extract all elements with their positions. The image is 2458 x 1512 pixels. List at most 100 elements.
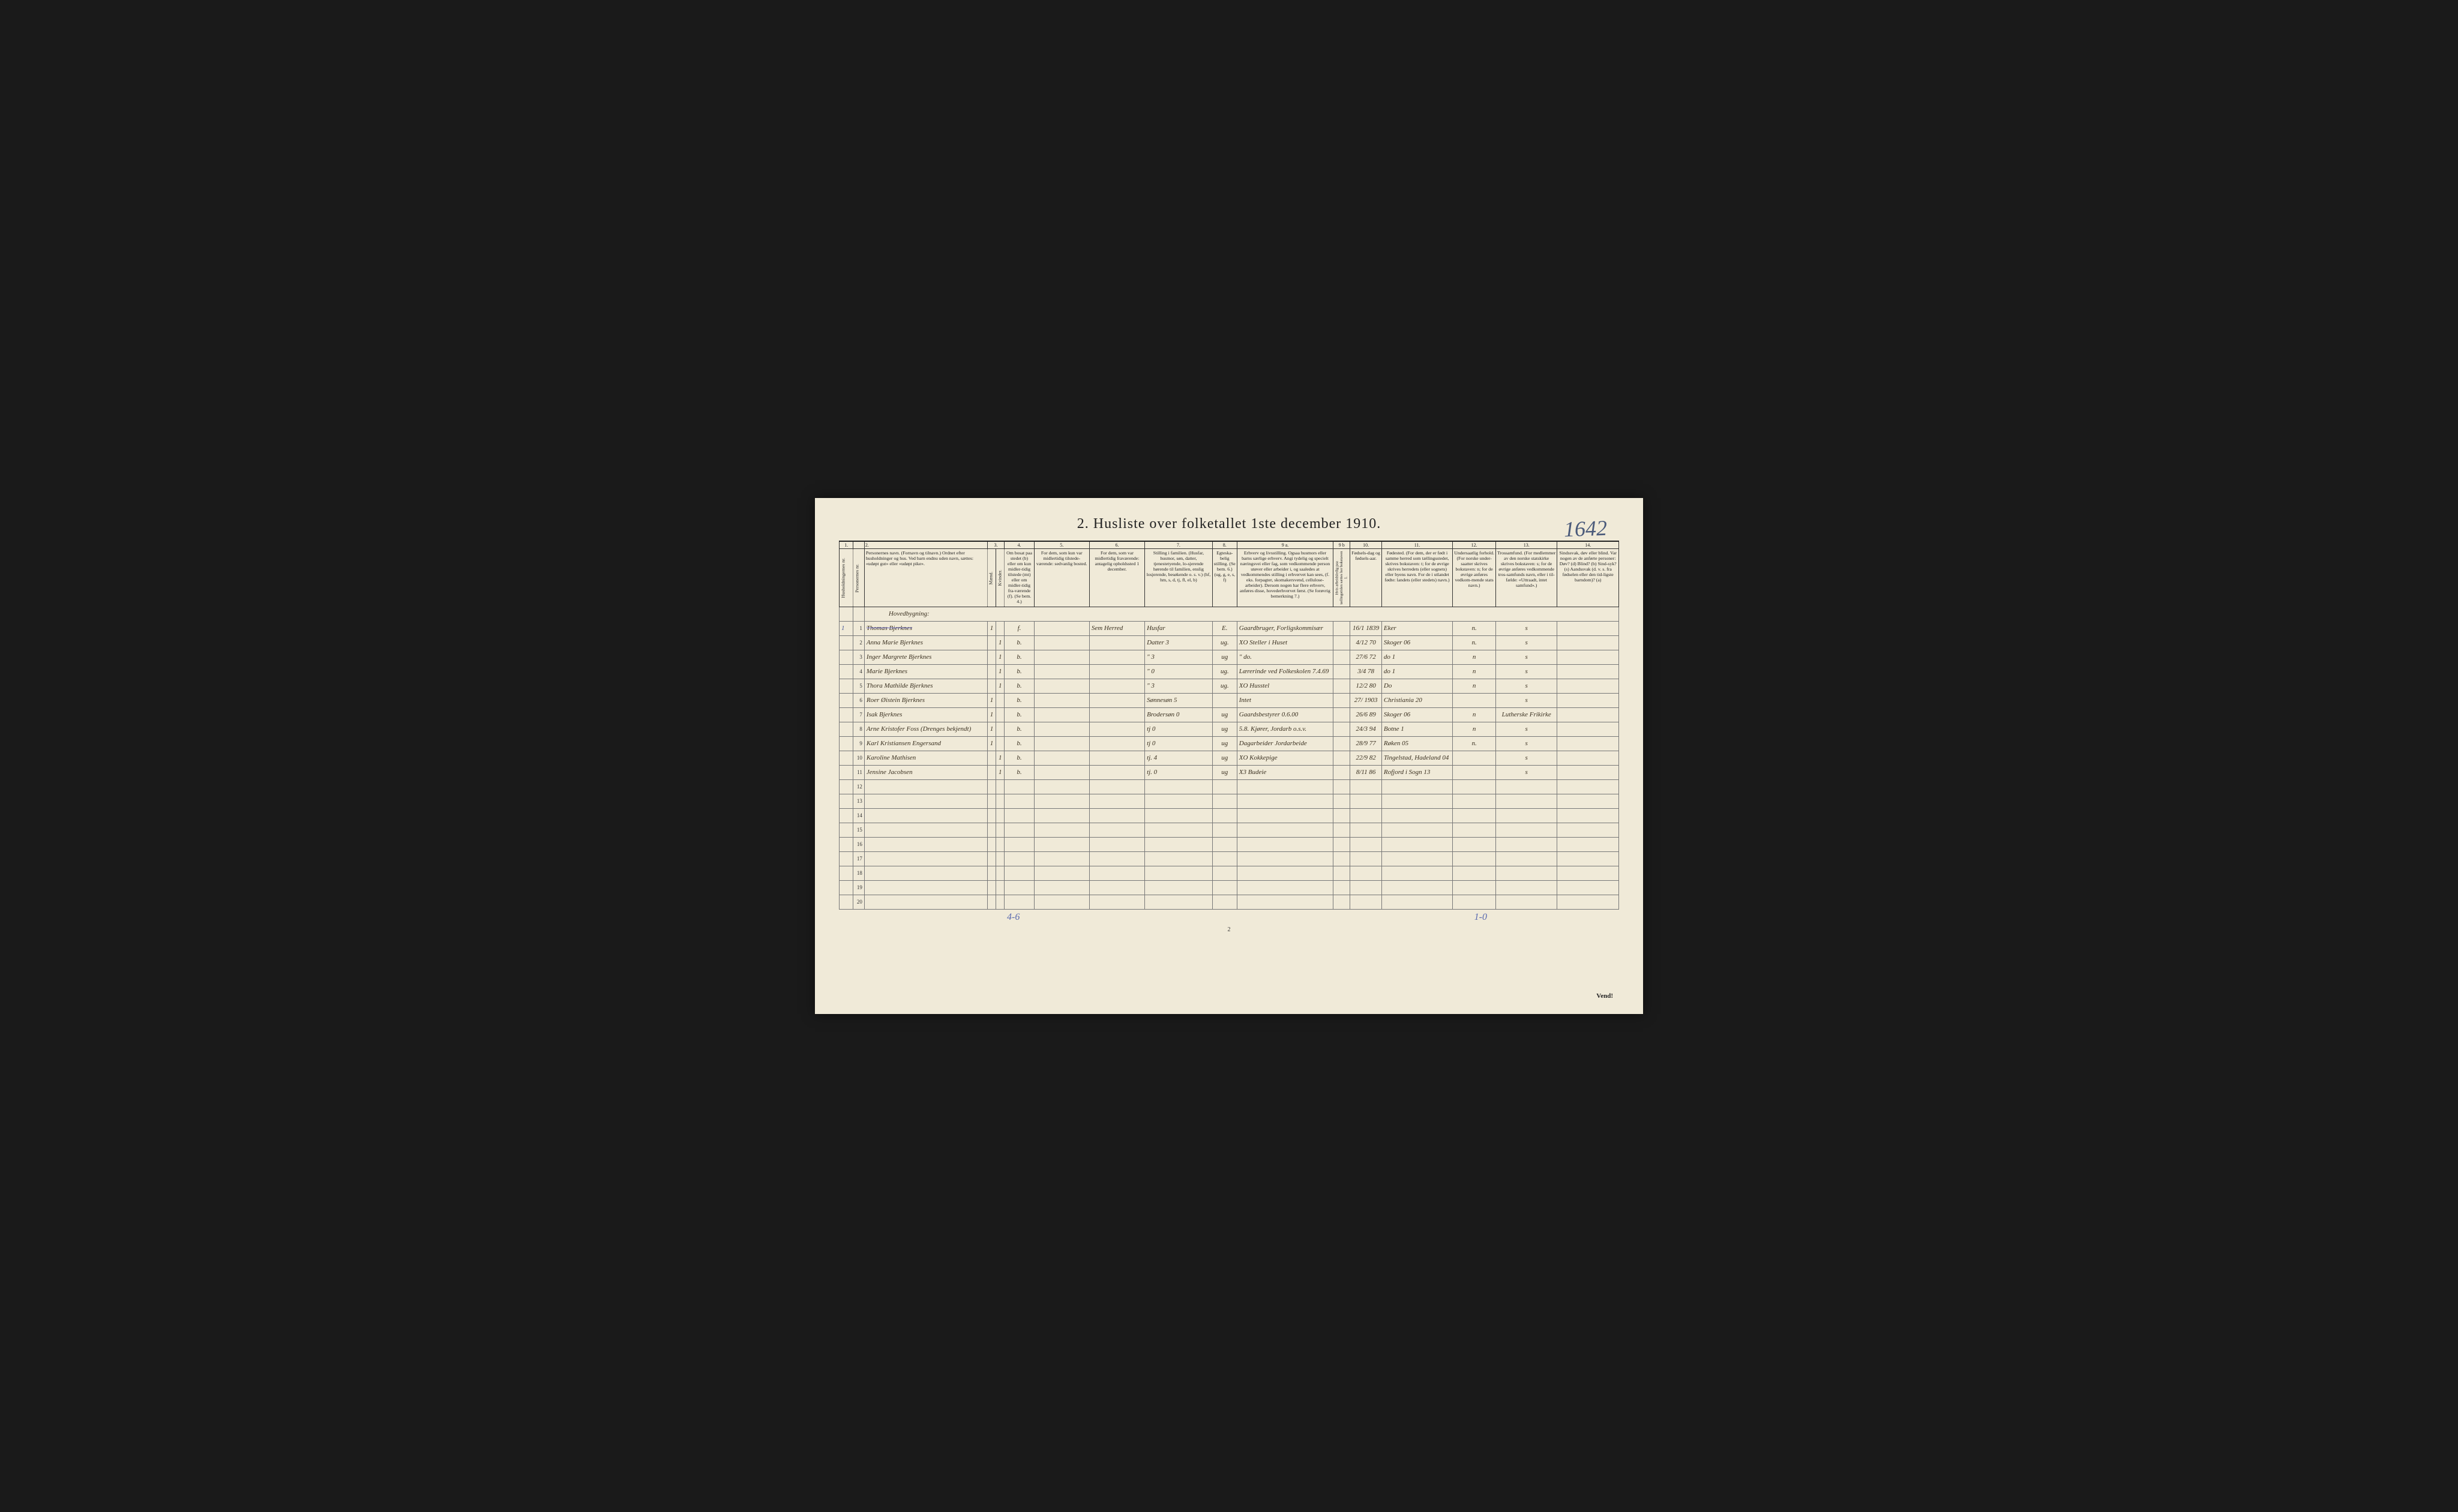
table-row-empty: 16 <box>840 837 1619 851</box>
cell-sex-k <box>996 693 1005 707</box>
cell-infirmity <box>1557 679 1619 693</box>
cell-birthplace: Botne 1 <box>1381 722 1452 736</box>
cell-sex-k <box>996 621 1005 635</box>
cell-household <box>840 722 853 736</box>
cell-religion: s <box>1495 679 1557 693</box>
cell-marital: ug. <box>1212 679 1237 693</box>
cell-family-pos: tj 0 <box>1145 736 1213 751</box>
cell-residence: b. <box>1005 650 1034 664</box>
cell-name: Roer Øistein Bjerknes <box>864 693 987 707</box>
cell-name: Marie Bjerknes <box>864 664 987 679</box>
col-birthplace: Fødested. (For dem, der er født i samme … <box>1381 549 1452 607</box>
cell-person-nr: 6 <box>853 693 864 707</box>
cell-occupation: XO Kokkepige <box>1237 751 1333 765</box>
colnum: 1. <box>840 541 853 549</box>
section-label-row: Hovedbygning: <box>840 607 1619 621</box>
vend-label: Vend! <box>1596 992 1613 1000</box>
census-page: 1642 2. Husliste over folketallet 1ste d… <box>815 498 1643 1014</box>
cell-unemployed <box>1333 621 1350 635</box>
cell-temp-present <box>1034 751 1089 765</box>
cell-name: Karoline Mathisen <box>864 751 987 765</box>
cell-residence: b. <box>1005 679 1034 693</box>
column-number-row: 1. 2. 3. 4. 5. 6. 7. 8. 9 a. 9 b 10. 11.… <box>840 541 1619 549</box>
cell-religion: Lutherske Frikirke <box>1495 707 1557 722</box>
cell-family-pos: Husfar <box>1145 621 1213 635</box>
cell-name: Jensine Jacobsen <box>864 765 987 779</box>
cell-infirmity <box>1557 621 1619 635</box>
colnum: 2. <box>864 541 987 549</box>
cell-family-pos: tj 0 <box>1145 722 1213 736</box>
table-row: 6Roer Øistein Bjerknes1b.Sønnesøn 5Intet… <box>840 693 1619 707</box>
cell-temp-absent <box>1089 635 1144 650</box>
colnum: 10. <box>1350 541 1382 549</box>
cell-household <box>840 736 853 751</box>
cell-dob: 3/4 78 <box>1350 664 1382 679</box>
cell-nationality <box>1453 751 1496 765</box>
col-marital: Egteska-belig stilling. (Se bem. 6.) (ug… <box>1212 549 1237 607</box>
cell-person-nr: 4 <box>853 664 864 679</box>
cell-family-pos: Brodersøn 0 <box>1145 707 1213 722</box>
cell-unemployed <box>1333 707 1350 722</box>
cell-residence: b. <box>1005 765 1034 779</box>
cell-residence: b. <box>1005 693 1034 707</box>
cell-sex-k <box>996 736 1005 751</box>
tally-left: 4-6 <box>1007 912 1020 923</box>
cell-infirmity <box>1557 693 1619 707</box>
cell-sex-m: 1 <box>987 736 996 751</box>
table-row: 4Marie Bjerknes1b." 0ug.Lærerinde ved Fo… <box>840 664 1619 679</box>
cell-infirmity <box>1557 765 1619 779</box>
cell-religion: s <box>1495 765 1557 779</box>
cell-temp-present <box>1034 707 1089 722</box>
cell-household <box>840 765 853 779</box>
table-row: 11Jensine Jacobsen1b.tj. 0ugX3 Budeie8/1… <box>840 765 1619 779</box>
cell-dob: 24/3 94 <box>1350 722 1382 736</box>
cell-sex-m: 1 <box>987 707 996 722</box>
cell-dob: 27/ 1903 <box>1350 693 1382 707</box>
colnum: 3. <box>987 541 1005 549</box>
cell-occupation: Gaardsbestyrer 0.6.00 <box>1237 707 1333 722</box>
cell-unemployed <box>1333 722 1350 736</box>
table-row-empty: 15 <box>840 823 1619 837</box>
col-residence: Om bosat paa stedet (b) eller om kun mid… <box>1005 549 1034 607</box>
table-row-empty: 12 <box>840 779 1619 794</box>
cell-marital: ug <box>1212 650 1237 664</box>
cell-temp-present <box>1034 679 1089 693</box>
table-row-empty: 17 <box>840 851 1619 866</box>
cell-sex-k <box>996 722 1005 736</box>
cell-birthplace: Skoger 06 <box>1381 707 1452 722</box>
col-family-position: Stilling i familien. (Husfar, husmor, sø… <box>1145 549 1213 607</box>
cell-temp-absent <box>1089 765 1144 779</box>
col-household-nr: Husholdningernes nr. <box>840 549 853 607</box>
col-sex-k: Kvinder. <box>996 549 1005 607</box>
cell-marital: ug. <box>1212 664 1237 679</box>
cell-marital: ug <box>1212 707 1237 722</box>
cell-unemployed <box>1333 765 1350 779</box>
col-occupation: Erhverv og livsstilling. Ogsaa husmors e… <box>1237 549 1333 607</box>
col-temp-present: For dem, som kun var midlertidig tilsted… <box>1034 549 1089 607</box>
cell-residence: b. <box>1005 751 1034 765</box>
cell-sex-k: 1 <box>996 664 1005 679</box>
cell-infirmity <box>1557 751 1619 765</box>
cell-name: Anna Marie Bjerknes <box>864 635 987 650</box>
cell-marital: ug <box>1212 765 1237 779</box>
colnum: 4. <box>1005 541 1034 549</box>
table-row: 11Thomas Bjerknes1f.Sem HerredHusfarE.Ga… <box>840 621 1619 635</box>
cell-infirmity <box>1557 736 1619 751</box>
table-row: 8Arne Kristofer Foss (Drenges bekjendt)1… <box>840 722 1619 736</box>
cell-temp-present <box>1034 621 1089 635</box>
cell-unemployed <box>1333 664 1350 679</box>
cell-nationality: n. <box>1453 635 1496 650</box>
cell-unemployed <box>1333 635 1350 650</box>
cell-nationality: n <box>1453 679 1496 693</box>
handwritten-page-number: 1642 <box>1563 515 1607 542</box>
cell-marital: ug <box>1212 751 1237 765</box>
cell-religion: s <box>1495 635 1557 650</box>
cell-name: Thora Mathilde Bjerknes <box>864 679 987 693</box>
cell-unemployed <box>1333 693 1350 707</box>
cell-temp-absent <box>1089 664 1144 679</box>
cell-household <box>840 751 853 765</box>
table-row: 9Karl Kristiansen Engersand1b.tj 0ugDaga… <box>840 736 1619 751</box>
cell-birthplace: Do <box>1381 679 1452 693</box>
table-row: 3Inger Margrete Bjerknes1b." 3ug" do.27/… <box>840 650 1619 664</box>
colnum <box>853 541 864 549</box>
